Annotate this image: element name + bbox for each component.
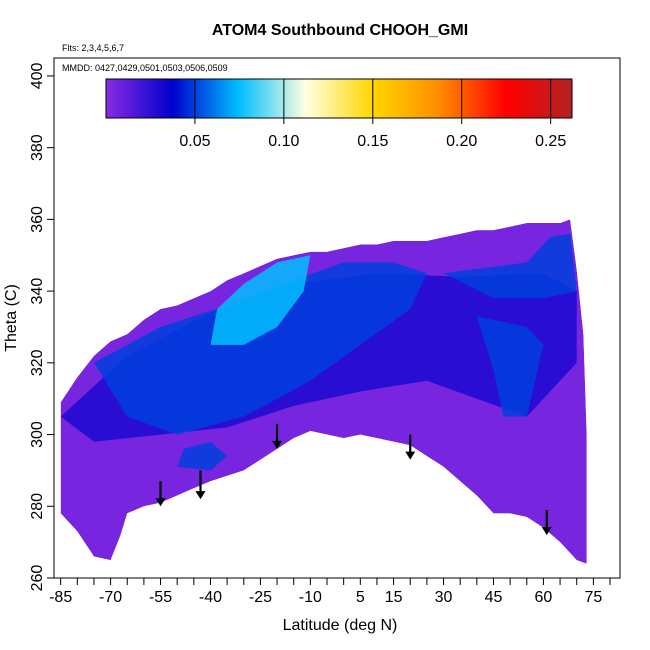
x-tick-label: -10 [299, 589, 322, 606]
concentration-field [60, 219, 587, 564]
x-tick-label: -25 [249, 589, 272, 606]
x-tick-label: 30 [435, 589, 453, 606]
y-tick-label: 260 [29, 565, 46, 592]
dates-annotation: MMDD: 0427,0429,0501,0503,0506,0509 [62, 63, 228, 73]
x-tick-label: 45 [485, 589, 503, 606]
x-tick-label: -40 [199, 589, 222, 606]
y-tick-label: 360 [29, 206, 46, 233]
x-axis-title: Latitude (deg N) [283, 617, 398, 634]
plot-frame [53, 57, 621, 579]
y-axis-title: Theta (C) [3, 284, 20, 352]
colorbar-gradient [105, 78, 573, 119]
colorbar-tick-label: 0.15 [357, 133, 388, 150]
x-tick-label: -85 [49, 589, 72, 606]
arrow-marker-5 [541, 509, 552, 535]
y-tick-label: 280 [29, 493, 46, 520]
colorbar-tick-label: 0.05 [179, 133, 210, 150]
arrow-marker-2 [195, 470, 206, 500]
concentration-region-3 [210, 255, 311, 345]
axes: -85 -70 -55 -40 -25 -10 5 15 30 45 60 75 260 280 300 32… [29, 62, 611, 606]
y-tick-label: 340 [29, 278, 46, 305]
y-tick-label: 380 [29, 134, 46, 161]
colorbar-tick-label: 0.20 [446, 133, 477, 150]
concentration-region-2 [94, 262, 427, 435]
x-tick-label: -55 [149, 589, 172, 606]
plot-area [60, 219, 587, 564]
y-tick-label: 400 [29, 62, 46, 89]
x-tick-label: -70 [99, 589, 122, 606]
y-tick-label: 320 [29, 349, 46, 376]
chart-title: ATOM4 Southbound CHOOH_GMI [212, 22, 468, 39]
concentration-region-4 [177, 441, 228, 471]
y-tick-label: 300 [29, 421, 46, 448]
colorbar-tick-label: 0.10 [268, 133, 299, 150]
colorbar-tick-label: 0.25 [535, 133, 566, 150]
concentration-region-6 [443, 233, 577, 299]
x-tick-label: 75 [584, 589, 602, 606]
x-tick-label: 60 [535, 589, 553, 606]
x-tick-label: 5 [356, 589, 365, 606]
x-tick-label: 15 [385, 589, 403, 606]
arrow-marker-3 [272, 423, 283, 449]
concentration-region-5 [476, 316, 544, 417]
colorbar: 0.05 0.10 0.15 0.20 0.25 [105, 78, 573, 150]
arrow-marker-1 [155, 481, 166, 507]
flights-annotation: Flts: 2,3,4,5,6,7 [62, 43, 124, 53]
arrow-marker-4 [405, 434, 416, 460]
